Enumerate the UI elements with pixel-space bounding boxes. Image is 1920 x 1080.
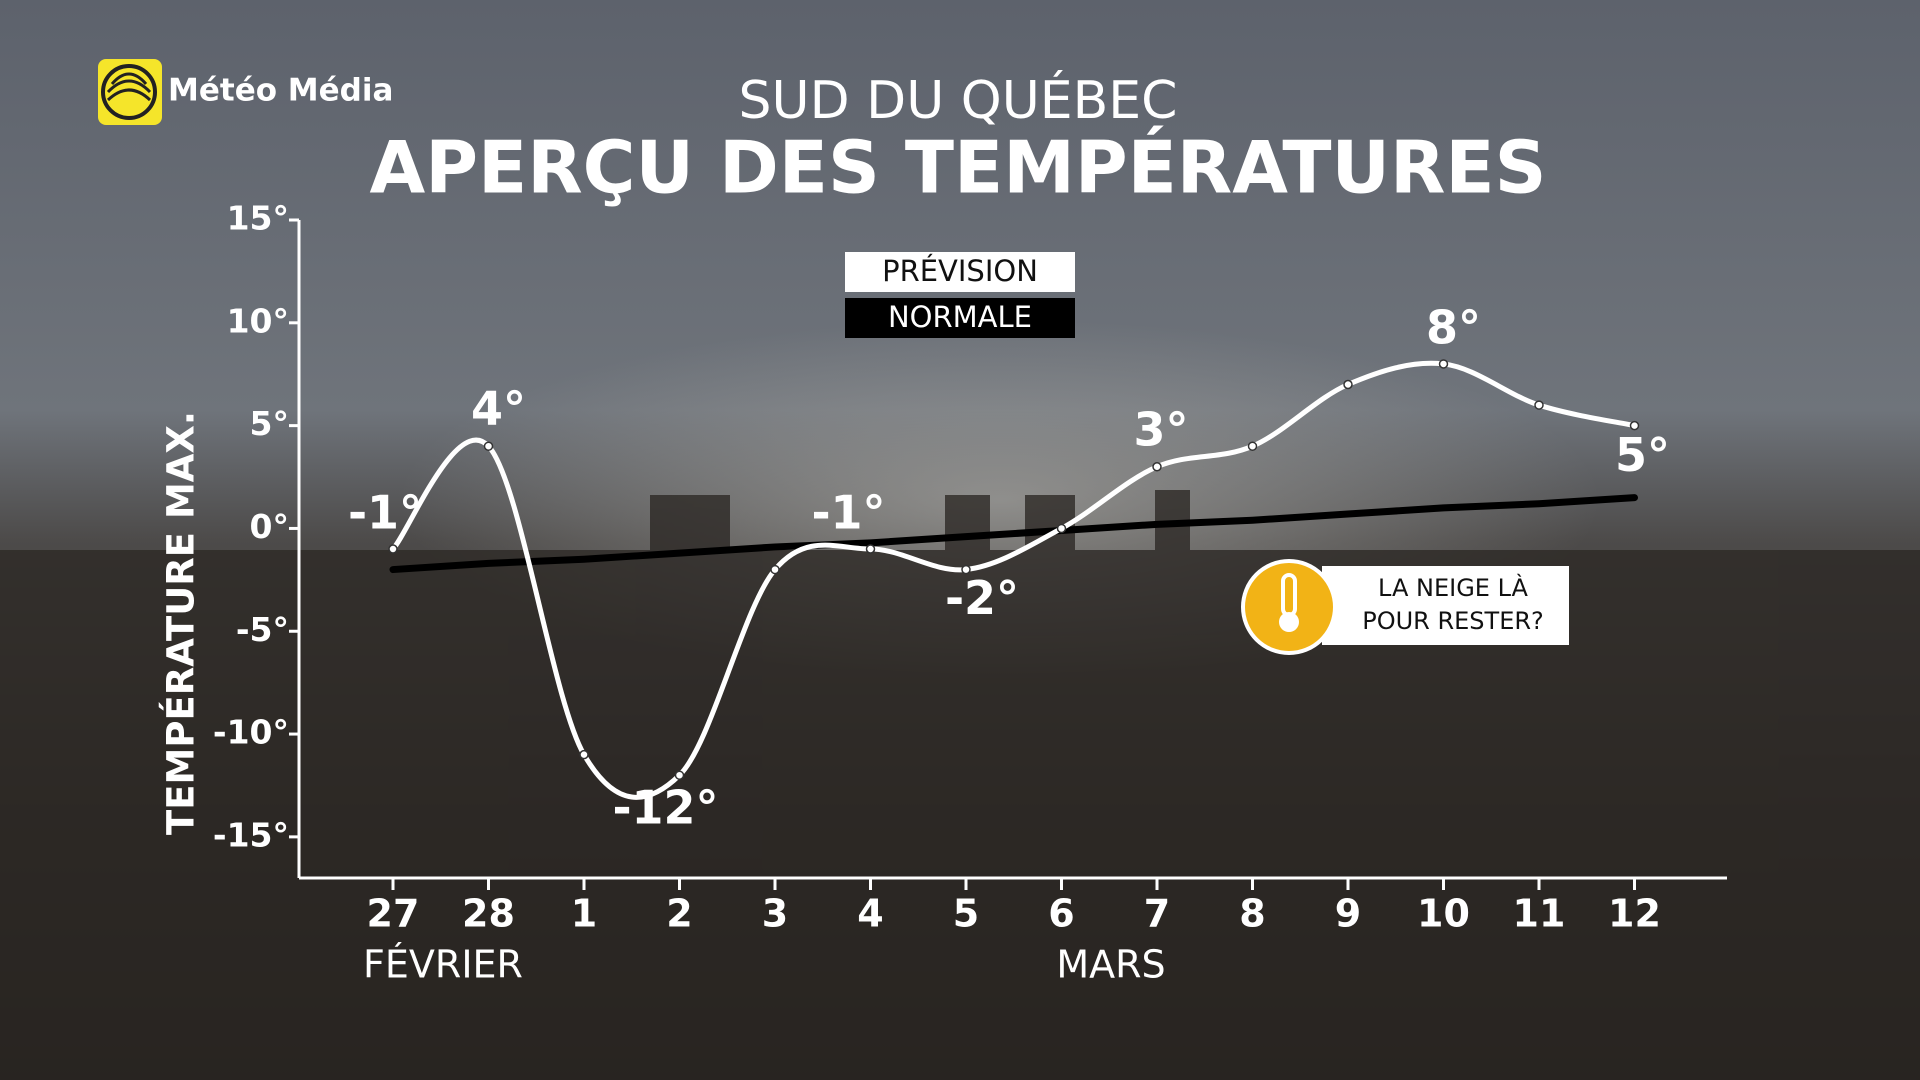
data-point: [1056, 523, 1067, 534]
thermometer-bulb: [1279, 612, 1299, 632]
data-point: [388, 544, 398, 554]
y-tick-label: 15°: [227, 199, 289, 238]
y-tick-label: -10°: [213, 713, 289, 752]
y-tick-label: 0°: [250, 507, 289, 546]
x-tick-label: 12: [1608, 892, 1661, 936]
x-tick-label: 2: [666, 892, 692, 936]
data-point: [1343, 379, 1353, 390]
legend-label: NORMALE: [888, 300, 1032, 334]
y-axis-label: TEMPÉRATURE MAX.: [159, 411, 203, 835]
x-tick-label: 11: [1513, 892, 1566, 936]
x-tick-label: 10: [1417, 892, 1470, 936]
data-point: [1152, 462, 1162, 472]
x-tick-label: 3: [762, 892, 788, 936]
y-tick-label: -5°: [236, 610, 289, 649]
legend-swatch: [845, 298, 1075, 338]
data-point: [961, 564, 971, 575]
logo: Météo Média: [98, 59, 393, 125]
callout-text: LA NEIGE LÀ: [1378, 573, 1528, 602]
x-tick-label: 1: [571, 892, 597, 936]
skyline: [0, 490, 1920, 1080]
y-tick-label: -15°: [213, 815, 289, 854]
x-tick-label: 27: [367, 892, 420, 936]
data-label: 8°: [1426, 300, 1481, 354]
data-label: 4°: [471, 382, 526, 436]
data-label: -12°: [612, 781, 718, 835]
data-point: [1629, 420, 1640, 431]
x-tick-label: 5: [953, 892, 979, 936]
legend-label: PRÉVISION: [882, 254, 1038, 288]
data-point: [483, 441, 494, 451]
legend-swatch: [845, 252, 1075, 292]
callout[interactable]: LA NEIGE LÀ POUR RESTER?: [1241, 559, 1569, 655]
chart-title: APERÇU DES TEMPÉRATURES: [370, 126, 1547, 210]
callout-text: POUR RESTER?: [1362, 607, 1544, 635]
month-label: FÉVRIER: [363, 943, 523, 987]
data-label: 3°: [1133, 402, 1188, 456]
normal-line: [389, 494, 1638, 574]
data-point: [1247, 441, 1258, 451]
data-label: 5°: [1615, 428, 1670, 482]
x-tick-label: 8: [1239, 892, 1265, 936]
month-label: MARS: [1056, 943, 1165, 987]
x-tick-label: 7: [1144, 892, 1170, 936]
y-tick-label: 10°: [227, 301, 289, 340]
data-point: [865, 544, 876, 554]
data-point: [770, 564, 780, 575]
data-point: [1534, 400, 1544, 410]
x-tick-label: 9: [1335, 892, 1361, 936]
callout-icon[interactable]: [1241, 559, 1337, 655]
x-tick-label: 6: [1048, 892, 1074, 936]
data-label: -2°: [945, 571, 1019, 625]
data-label: -1°: [348, 486, 422, 540]
callout-box[interactable]: [1322, 566, 1569, 645]
brand: Météo Média: [168, 73, 393, 109]
chart-subtitle: SUD DU QUÉBEC: [739, 70, 1178, 131]
forecast-line: [391, 360, 1636, 800]
x-tick-label: 4: [857, 892, 883, 936]
data-point: [674, 770, 685, 780]
data-label: -1°: [811, 486, 885, 540]
y-tick-label: 5°: [250, 404, 289, 443]
data-point: [579, 749, 589, 760]
data-point: [1438, 359, 1449, 369]
x-tick-label: 28: [462, 892, 515, 936]
